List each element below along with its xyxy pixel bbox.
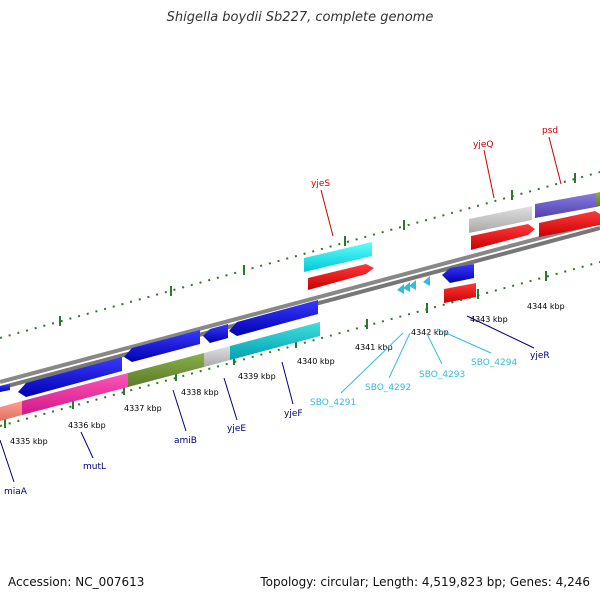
gene-arrow-blue-2[interactable] <box>124 330 200 362</box>
leader-line <box>281 361 294 405</box>
gene-label-amiB[interactable]: amiB <box>174 436 197 446</box>
gene-arrow-blue-4[interactable] <box>229 300 318 336</box>
gene-label-yjeR[interactable]: yjeR <box>530 351 550 361</box>
leader-line <box>223 377 238 421</box>
leader-line <box>388 332 411 379</box>
gene-label-psd[interactable]: psd <box>542 126 558 136</box>
gene-arrow-psd-red[interactable] <box>539 211 600 237</box>
leader-line <box>466 315 535 349</box>
gene-label-sbo-4294[interactable]: SBO_4294 <box>471 358 517 368</box>
leader-line <box>320 189 334 237</box>
gene-block-yjeQ-grey[interactable] <box>469 206 532 233</box>
gene-chevron-sbo-4[interactable] <box>423 276 430 286</box>
map-title: Shigella boydii Sb227, complete genome <box>166 10 434 25</box>
gene-arrow-yjeQ-red[interactable] <box>471 224 535 250</box>
gene-chevron-sbo-1[interactable] <box>397 284 404 294</box>
leader-line <box>172 389 187 432</box>
gene-arrow-yjeS-red[interactable] <box>308 264 374 290</box>
gene-block-yjeS-cyan[interactable] <box>304 242 372 272</box>
gene-label-miaA[interactable]: miaA <box>4 487 28 497</box>
gene-arrow-miaA[interactable] <box>0 384 10 392</box>
gene-chevron-sbo-3[interactable] <box>409 280 416 290</box>
leader-line <box>0 439 15 483</box>
kbp-tick-label: 4335 kbp <box>10 437 48 446</box>
leader-line <box>80 431 94 459</box>
gene-block-red-small[interactable] <box>444 283 476 303</box>
accession-text: Accession: NC_007613 <box>8 575 145 589</box>
gene-label-yjeQ[interactable]: yjeQ <box>473 140 493 150</box>
kbp-tick-label: 4341 kbp <box>355 343 393 352</box>
leader-line <box>483 149 495 199</box>
gene-arrow-blue-3[interactable] <box>203 324 228 343</box>
kbp-tick-label: 4336 kbp <box>68 421 106 430</box>
gene-block-salmon[interactable] <box>0 401 22 421</box>
leader-line <box>340 332 404 394</box>
gene-block-amiB[interactable] <box>128 353 204 387</box>
inner-tick-track <box>0 261 600 427</box>
gene-arrow-blue-1[interactable] <box>18 357 122 397</box>
kbp-tick-label: 4338 kbp <box>181 388 219 397</box>
kbp-tick-label: 4340 kbp <box>297 357 335 366</box>
gene-block-psd-purple[interactable] <box>535 193 596 218</box>
gene-label-yjeE[interactable]: yjeE <box>227 424 246 434</box>
gene-label-sbo-4292[interactable]: SBO_4292 <box>365 383 411 393</box>
leader-line <box>436 328 492 354</box>
gene-block-grey[interactable] <box>204 346 230 367</box>
gene-label-yjeF[interactable]: yjeF <box>284 409 303 419</box>
leader-line <box>548 136 562 185</box>
kbp-tick-label: 4339 kbp <box>238 372 276 381</box>
genome-summary-text: Topology: circular; Length: 4,519,823 bp… <box>260 575 590 589</box>
gene-block-yjeF[interactable] <box>230 322 320 360</box>
gene-chevron-sbo-2[interactable] <box>403 282 410 292</box>
backbone-outer <box>0 220 600 384</box>
gene-block-olive-edge[interactable] <box>596 192 600 207</box>
gene-label-sbo-4291[interactable]: SBO_4291 <box>310 398 356 408</box>
gene-label-yjeS[interactable]: yjeS <box>311 179 330 189</box>
kbp-tick-label: 4337 kbp <box>124 404 162 413</box>
gene-block-mutL[interactable] <box>22 373 128 415</box>
kbp-tick-label: 4344 kbp <box>527 302 565 311</box>
kbp-tick-label: 4342 kbp <box>411 328 449 337</box>
gene-arrow-yjeR[interactable] <box>442 264 474 283</box>
kbp-tick-label: 4343 kbp <box>470 315 508 324</box>
gene-label-sbo-4293[interactable]: SBO_4293 <box>419 370 465 380</box>
gene-label-mutL[interactable]: mutL <box>83 462 106 472</box>
leader-line <box>426 333 443 365</box>
